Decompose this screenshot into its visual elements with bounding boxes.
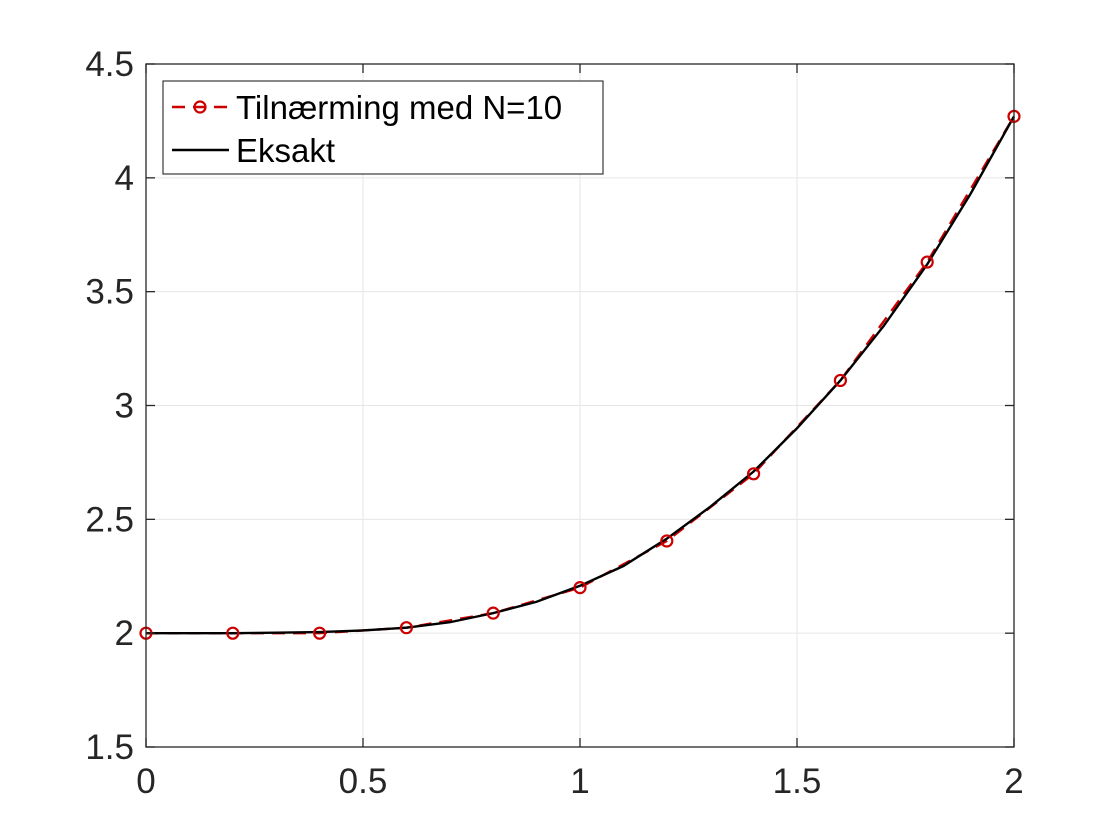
x-tick-label: 0 bbox=[136, 762, 155, 801]
y-tick-label: 4 bbox=[115, 159, 134, 198]
x-tick-label: 1.5 bbox=[773, 762, 822, 801]
series-line-approximation bbox=[146, 115, 1016, 635]
legend-label-exact: Eksakt bbox=[236, 132, 335, 169]
approximation-point bbox=[313, 626, 327, 640]
x-tick-label: 2 bbox=[1004, 762, 1023, 801]
approximation-point bbox=[746, 467, 761, 481]
approximation-point bbox=[486, 606, 500, 620]
approximation-point bbox=[833, 373, 848, 388]
legend-box bbox=[162, 80, 604, 175]
tick-labels: 0 0.5 1 1.5 2 1.5 2 2.5 3 3.5 4 4.5 bbox=[85, 45, 1023, 801]
y-tick-label: 4.5 bbox=[85, 45, 134, 84]
legend-label-approximation: Tilnærming med N=10 bbox=[236, 89, 562, 126]
y-tick-label: 1.5 bbox=[85, 728, 134, 767]
series-layer bbox=[139, 109, 1021, 640]
y-tick-label: 3.5 bbox=[85, 273, 134, 312]
legend: Tilnærming med N=10 Eksakt bbox=[162, 80, 604, 175]
approximation-point bbox=[660, 534, 674, 548]
y-tick-label: 2 bbox=[115, 614, 134, 653]
x-tick-label: 1 bbox=[570, 762, 589, 801]
y-tick-label: 2.5 bbox=[85, 500, 134, 539]
approximation-point bbox=[399, 621, 413, 635]
legend-marker-approximation bbox=[193, 100, 207, 114]
x-tick-label: 0.5 bbox=[339, 762, 388, 801]
approximation-point bbox=[573, 581, 587, 595]
tick-marks bbox=[145, 63, 1015, 748]
approximation-point bbox=[226, 626, 240, 640]
series-line-exact bbox=[146, 115, 1016, 635]
y-tick-label: 3 bbox=[115, 387, 134, 426]
approximation-point bbox=[920, 255, 934, 269]
